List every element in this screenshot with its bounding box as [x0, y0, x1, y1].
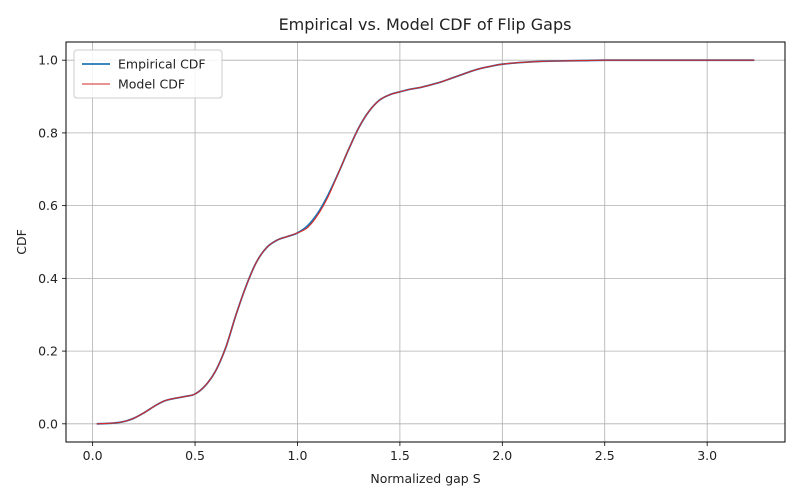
- x-tick-label: 0.5: [185, 448, 205, 463]
- y-tick-label: 1.0: [38, 53, 58, 68]
- x-tick-label: 3.0: [697, 448, 717, 463]
- y-tick-label: 0.6: [38, 198, 58, 213]
- y-tick-label: 0.4: [38, 271, 58, 286]
- grid: [66, 42, 785, 442]
- axis-ticks: 0.0 0.5 1.0 1.5 2.0 2.5 3.0 0.0 0.2 0.4 0.6 0.8 1.0: [38, 53, 717, 463]
- series-line-1: [96, 59, 755, 425]
- legend-label-1: Model CDF: [118, 77, 185, 92]
- x-axis-label: Normalized gap S: [370, 471, 480, 486]
- y-tick-label: 0.0: [38, 416, 58, 431]
- plot-frame: [65, 41, 786, 443]
- legend-box: [73, 49, 223, 99]
- x-tick-label: 2.0: [492, 448, 512, 463]
- y-axis-label: CDF: [14, 229, 29, 255]
- chart-title: Empirical vs. Model CDF of Flip Gaps: [279, 15, 572, 34]
- legend: Empirical CDF Model CDF: [73, 49, 223, 99]
- legend-label-0: Empirical CDF: [118, 57, 206, 72]
- series-lines: [96, 59, 755, 425]
- y-tick-label: 0.2: [38, 344, 58, 359]
- x-tick-label: 0.0: [83, 448, 103, 463]
- y-tick-label: 0.8: [38, 125, 58, 140]
- x-tick-label: 1.5: [390, 448, 410, 463]
- x-tick-label: 1.0: [288, 448, 308, 463]
- x-tick-label: 2.5: [595, 448, 615, 463]
